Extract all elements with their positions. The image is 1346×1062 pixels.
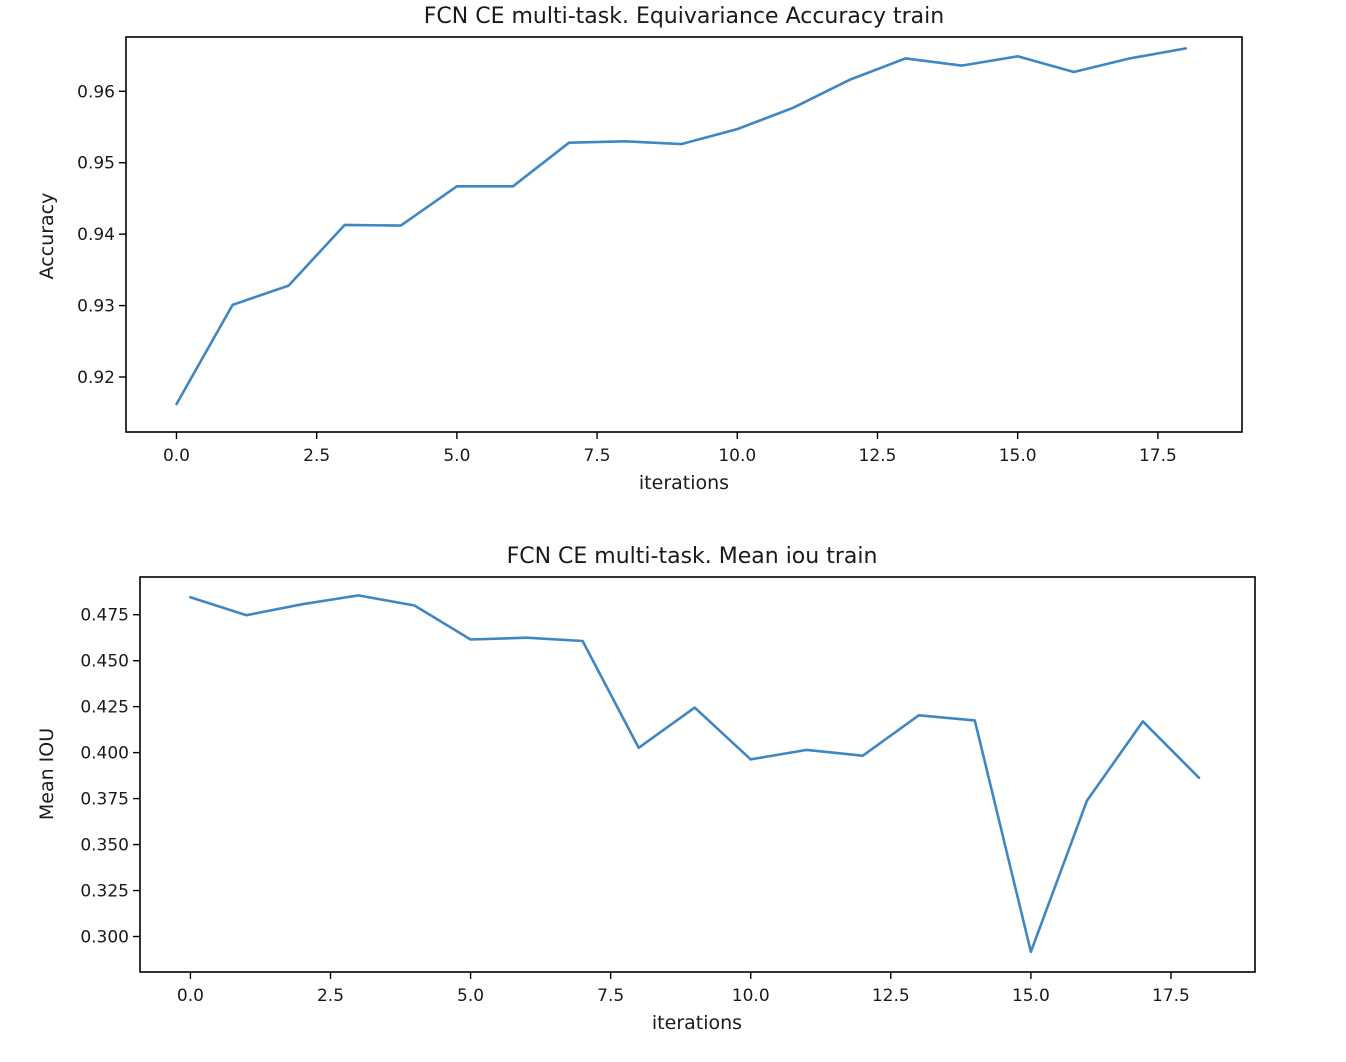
- mean-iou-series: [189, 594, 1201, 954]
- accuracy-y-tick-label: 0.94: [77, 225, 115, 245]
- accuracy-x-tick-label: 10.0: [718, 446, 756, 466]
- mean-iou-y-tick-label: 0.325: [80, 882, 129, 902]
- mean-iou-subplot: FCN CE multi-task. Mean iou train 0.3000…: [36, 544, 1256, 1034]
- mean-iou-x-tick-label: 10.0: [732, 986, 770, 1006]
- accuracy-subplot: FCN CE multi-task. Equivariance Accuracy…: [36, 4, 1243, 494]
- accuracy-y-ticks: 0.92 0.93 0.94 0.95 0.96: [77, 82, 126, 388]
- accuracy-series-line: [175, 47, 1188, 406]
- mean-iou-plot-frame: [139, 576, 1256, 973]
- accuracy-y-tick-label: 0.92: [77, 368, 115, 388]
- mean-iou-y-tick-label: 0.425: [80, 698, 129, 718]
- accuracy-y-axis-label: Accuracy: [36, 193, 58, 280]
- accuracy-x-ticks: 0.0 2.5 5.0 7.5 10.0 12.5 15.0 17.5: [163, 432, 1177, 466]
- accuracy-x-axis-label: iterations: [639, 472, 729, 494]
- accuracy-chart-title: FCN CE multi-task. Equivariance Accuracy…: [424, 4, 944, 29]
- accuracy-x-tick-label: 2.5: [303, 446, 330, 466]
- accuracy-y-tick-label: 0.95: [77, 154, 115, 174]
- accuracy-y-tick-label: 0.96: [77, 82, 115, 102]
- mean-iou-x-tick-label: 0.0: [177, 986, 204, 1006]
- mean-iou-x-axis-label: iterations: [652, 1012, 742, 1034]
- mean-iou-y-tick-label: 0.450: [80, 652, 129, 672]
- accuracy-x-tick-label: 15.0: [999, 446, 1037, 466]
- mean-iou-y-tick-label: 0.375: [80, 790, 129, 810]
- mean-iou-x-tick-label: 7.5: [597, 986, 624, 1006]
- accuracy-y-tick-label: 0.93: [77, 297, 115, 317]
- mean-iou-x-tick-label: 2.5: [317, 986, 344, 1006]
- accuracy-plot-frame: [125, 36, 1243, 433]
- accuracy-x-tick-label: 5.0: [443, 446, 470, 466]
- mean-iou-y-tick-label: 0.475: [80, 606, 129, 626]
- mean-iou-y-tick-label: 0.400: [80, 744, 129, 764]
- mean-iou-x-tick-label: 12.5: [872, 986, 910, 1006]
- mean-iou-y-tick-label: 0.350: [80, 836, 129, 856]
- mean-iou-x-tick-label: 15.0: [1012, 986, 1050, 1006]
- accuracy-series: [175, 47, 1188, 406]
- mean-iou-y-tick-label: 0.300: [80, 928, 129, 948]
- mean-iou-x-tick-label: 17.5: [1152, 986, 1190, 1006]
- accuracy-x-tick-label: 17.5: [1139, 446, 1177, 466]
- accuracy-x-tick-label: 12.5: [859, 446, 897, 466]
- accuracy-x-tick-label: 0.0: [163, 446, 190, 466]
- mean-iou-x-ticks: 0.0 2.5 5.0 7.5 10.0 12.5 15.0 17.5: [177, 972, 1190, 1006]
- mean-iou-chart-title: FCN CE multi-task. Mean iou train: [507, 544, 878, 569]
- accuracy-x-tick-label: 7.5: [584, 446, 611, 466]
- mean-iou-y-axis-label: Mean IOU: [36, 728, 58, 820]
- mean-iou-series-line: [189, 594, 1201, 954]
- mean-iou-y-ticks: 0.300 0.325 0.350 0.375 0.400 0.425 0.450 0.475: [80, 606, 140, 948]
- mean-iou-x-tick-label: 5.0: [457, 986, 484, 1006]
